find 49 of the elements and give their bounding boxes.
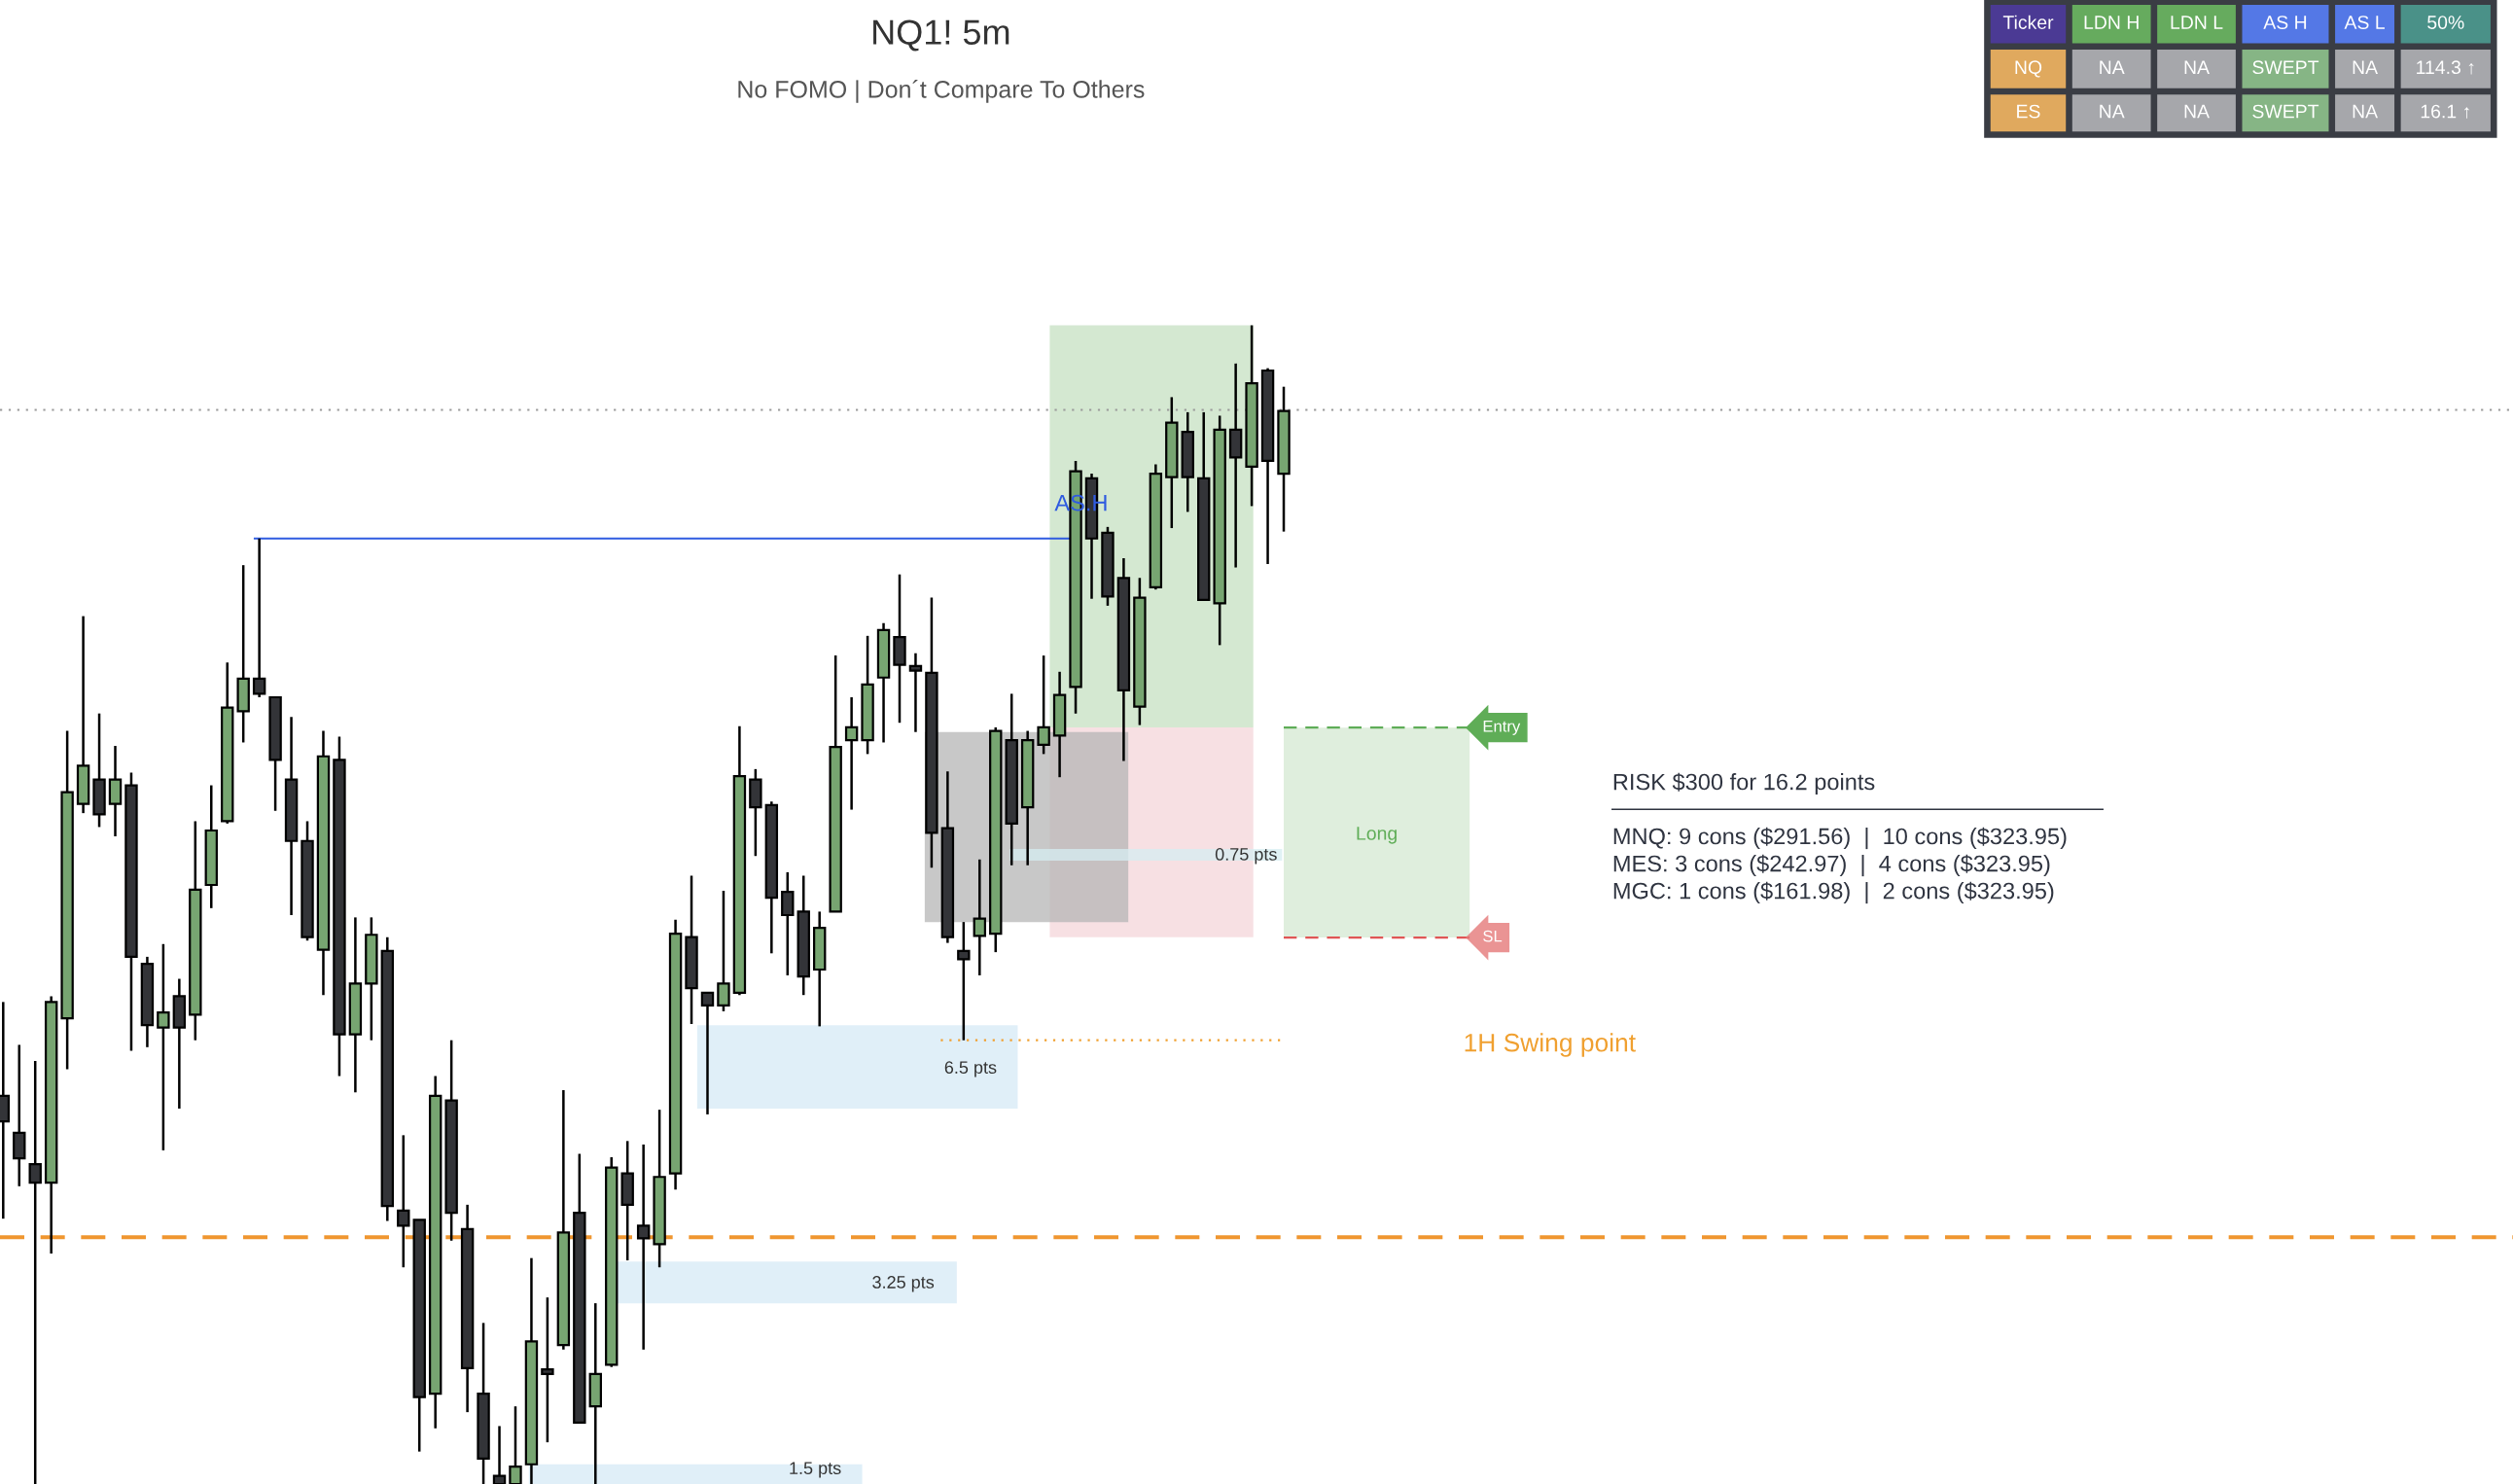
text: Long <box>1357 827 1397 844</box>
candlestick <box>28 1059 42 1484</box>
text: RISK $300 for 16.2 points <box>1613 772 1875 795</box>
band-label: 6.5 pts <box>944 1061 997 1078</box>
text: AS H <box>2263 16 2307 29</box>
text: LDN L <box>2171 16 2223 29</box>
text: MNQ: 9 cons ($291.56) | 10 cons ($323.95) <box>1613 827 2067 850</box>
band-label: 0.75 pts <box>1215 848 1277 865</box>
candlestick <box>957 920 971 1042</box>
candlestick <box>492 1425 507 1484</box>
text: 16.1 ↑ <box>2421 104 2469 119</box>
chart-subtitle: No FOMO | Don´t Compare To Others <box>738 80 1145 103</box>
text: NA <box>2353 60 2379 74</box>
text: NA <box>2184 104 2210 119</box>
candlestick <box>636 1143 651 1352</box>
chart-title: NQ1! 5m <box>873 19 1009 52</box>
candlestick <box>252 537 266 699</box>
text: Entry <box>1483 721 1521 735</box>
text: Ticker <box>2002 15 2054 29</box>
text: ES <box>2017 104 2040 119</box>
text: MES: 3 cons ($242.97) | 4 cons ($323.95) <box>1613 854 2050 877</box>
text: NA <box>2100 104 2125 119</box>
candlestick <box>1037 654 1050 756</box>
text: LDN H <box>2084 16 2139 29</box>
band-label: 1.5 pts <box>790 1462 841 1478</box>
text: MGC: 1 cons ($161.98) | 2 cons ($323.95) <box>1613 881 2054 904</box>
candlestick <box>700 991 715 1116</box>
text: NA <box>2100 60 2125 74</box>
candlestick <box>541 1295 554 1444</box>
candlestick <box>908 652 923 733</box>
candlestick <box>973 858 986 977</box>
text: 50% <box>2427 16 2464 29</box>
candlestick <box>509 1404 522 1484</box>
candlestick <box>717 889 730 1013</box>
text: NQ <box>2015 60 2042 78</box>
text: NA <box>2184 60 2210 74</box>
candlestick <box>397 1134 410 1269</box>
text: SL <box>1483 930 1503 942</box>
text: NA <box>2353 104 2379 119</box>
band-label: 3.25 pts <box>872 1276 935 1292</box>
candlestick <box>781 870 795 977</box>
ref-line-label: AS.H <box>1054 494 1107 512</box>
text: SWEPT <box>2252 60 2319 75</box>
text: 114.3 ↑ <box>2417 60 2474 75</box>
text: AS L <box>2344 16 2385 29</box>
candlestick <box>844 695 859 811</box>
ref-line-label: 1H Swing point <box>1465 1033 1636 1057</box>
text: SWEPT <box>2252 104 2319 119</box>
candlestick <box>157 942 170 1152</box>
